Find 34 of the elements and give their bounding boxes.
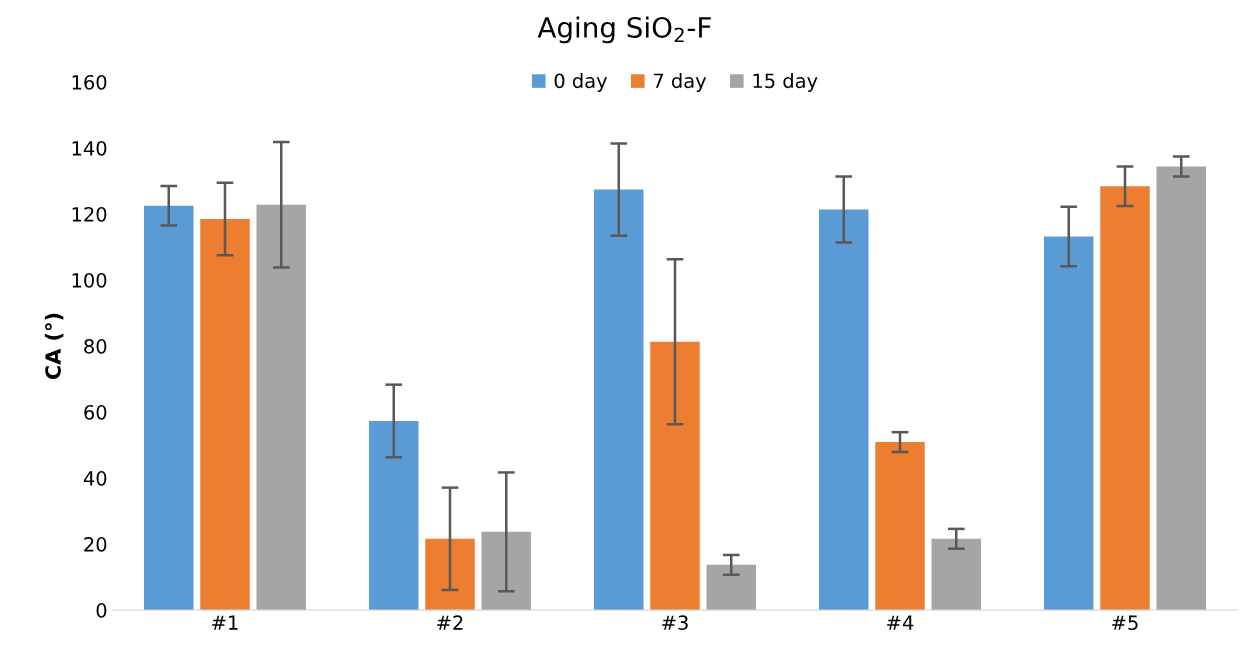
legend-label: 7 day [653,73,707,92]
bar [1100,186,1150,611]
bar [706,564,756,611]
bar [425,538,475,611]
bar [1044,236,1094,611]
bar [875,442,925,611]
bar [1156,166,1206,611]
bar [650,341,700,611]
chart-title: Aging SiO$_{2}$-F [537,16,711,44]
bar [144,205,194,611]
bar [200,218,250,611]
bar [931,538,981,611]
y-tick-label: 0 [96,603,107,618]
y-tick-label: 100 [72,272,107,288]
bar [594,189,644,611]
x-tick-label: #4 [887,615,914,630]
y-tick-label: 60 [84,405,107,420]
legend-label: 0 day [554,73,608,92]
bar [256,204,306,611]
legend-label: 15 day [753,73,818,92]
x-tick-label: #2 [437,615,463,630]
y-tick-label: 160 [72,74,107,90]
y-tick-label: 20 [84,537,107,552]
bar [481,531,531,611]
y-tick-label: 120 [72,206,107,222]
y-tick-label: 140 [72,140,107,156]
x-tick-label: #5 [1112,615,1138,630]
bar [369,420,419,611]
bar [819,209,869,611]
y-tick-label: 80 [84,339,107,354]
y-axis-title: CA (°) [44,313,64,380]
x-tick-label: #1 [212,615,238,630]
y-tick-label: 40 [83,471,107,486]
x-tick-label: #3 [662,615,688,630]
